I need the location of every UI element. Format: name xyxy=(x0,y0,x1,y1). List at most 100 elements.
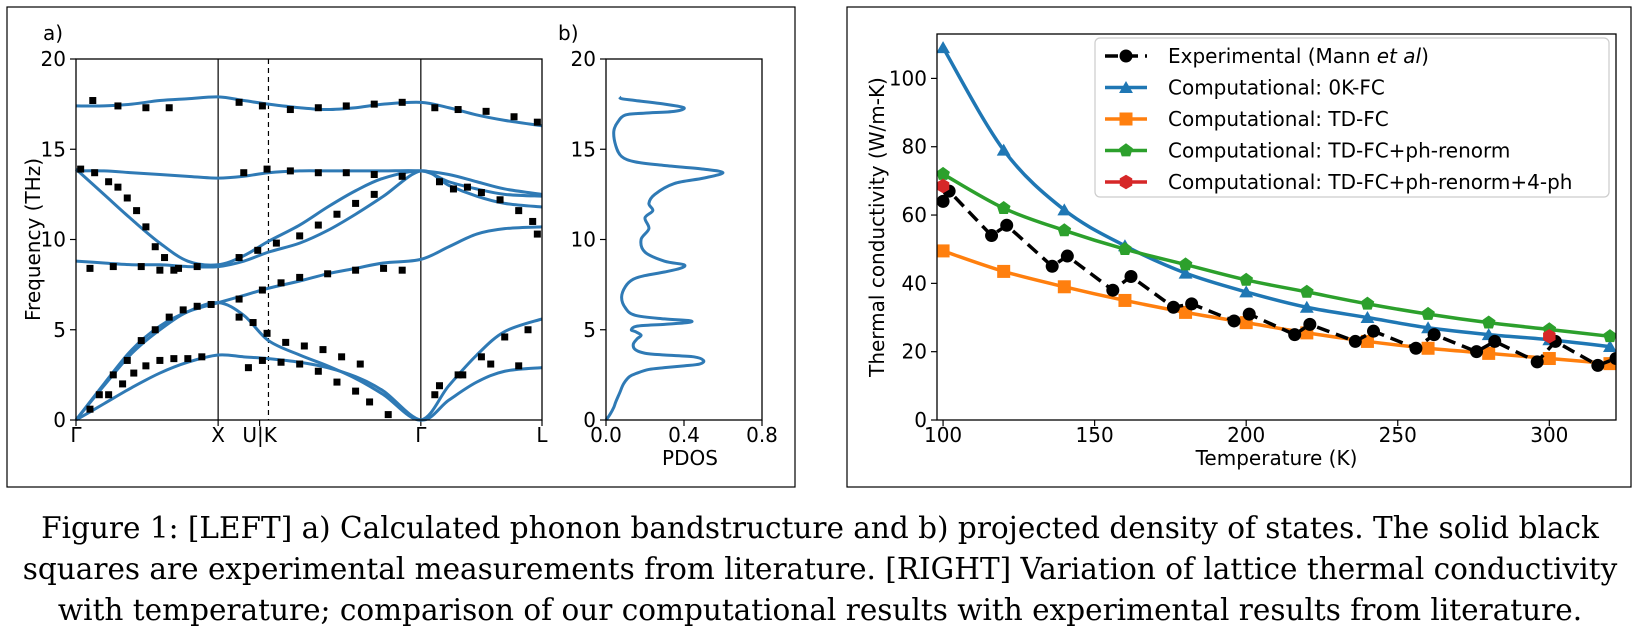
x-tick-label: 150 xyxy=(1076,423,1114,447)
data-point xyxy=(1360,311,1375,324)
data-point xyxy=(1543,329,1556,344)
experimental-point xyxy=(286,106,294,114)
experimental-point xyxy=(431,104,439,112)
legend-marker-4 xyxy=(1119,174,1133,190)
experimental-point xyxy=(105,178,113,186)
experimental-point xyxy=(435,382,443,390)
experimental-point xyxy=(296,360,304,368)
experimental-point xyxy=(352,199,360,207)
experimental-point xyxy=(156,356,164,364)
data-point xyxy=(1185,297,1199,311)
data-point xyxy=(937,178,950,194)
legend-box xyxy=(1094,37,1610,198)
experimental-point xyxy=(207,300,215,308)
experimental-point xyxy=(235,254,243,262)
y-tick-label: 15 xyxy=(41,137,66,161)
experimental-point xyxy=(165,104,173,112)
experimental-point xyxy=(296,273,304,281)
data-point xyxy=(1299,284,1314,298)
experimental-point xyxy=(263,329,271,337)
pdos-curve xyxy=(604,95,725,421)
experimental-point xyxy=(533,118,541,126)
experimental-point xyxy=(240,169,248,177)
experimental-point xyxy=(333,378,341,386)
experimental-point xyxy=(156,266,164,274)
experimental-point xyxy=(193,302,201,310)
data-point xyxy=(1481,315,1496,329)
data-point xyxy=(1242,307,1256,321)
experimental-point xyxy=(142,104,150,112)
x-tick-label: 0.8 xyxy=(746,423,778,447)
experimental-point xyxy=(319,346,327,354)
y-tick-label: 5 xyxy=(53,318,66,342)
x-tick-label: 0.0 xyxy=(590,423,622,447)
series-line xyxy=(942,249,1611,366)
experimental-point xyxy=(258,356,266,364)
experimental-point xyxy=(342,102,350,110)
data-point xyxy=(1045,259,1059,273)
experimental-point xyxy=(170,355,178,363)
caption-line-1: Figure 1: [LEFT] a) Calculated phonon ba… xyxy=(41,511,1599,545)
panel-label-b: b) xyxy=(558,21,579,45)
experimental-point xyxy=(184,355,192,363)
x-tick-label: Γ xyxy=(70,423,82,447)
x-tick-label: U|K xyxy=(242,423,277,447)
data-point xyxy=(1360,296,1375,310)
series-4 xyxy=(937,178,1556,344)
experimental-point xyxy=(114,183,122,191)
data-point xyxy=(1421,341,1435,355)
experimental-point xyxy=(314,221,322,229)
experimental-point xyxy=(515,207,523,215)
data-point xyxy=(1124,270,1138,284)
experimental-point xyxy=(370,190,378,198)
experimental-point xyxy=(258,286,266,294)
data-point xyxy=(1367,324,1380,338)
experimental-point xyxy=(235,98,243,106)
experimental-point xyxy=(501,333,509,341)
experimental-point xyxy=(263,165,271,173)
experimental-point xyxy=(398,98,406,106)
legend-label-0: Experimental (Mann et al) xyxy=(1168,44,1429,68)
experimental-point xyxy=(91,169,99,177)
legend-marker-3 xyxy=(1119,143,1133,157)
data-point xyxy=(1530,355,1544,369)
caption-line-2: squares are experimental measurements fr… xyxy=(22,552,1618,586)
experimental-point xyxy=(244,364,252,372)
phonon-band-7 xyxy=(75,95,543,128)
data-point xyxy=(1427,328,1441,342)
experimental-point xyxy=(179,306,187,314)
data-point xyxy=(1591,358,1605,372)
data-point xyxy=(1409,341,1423,355)
experimental-point xyxy=(86,405,94,413)
thermal-conductivity-chart: 0 20 40 60 80 100 100 150 200 250 300 Temperature (… xyxy=(865,33,1617,470)
data-point xyxy=(996,143,1011,156)
experimental-point xyxy=(356,360,364,368)
experimental-point xyxy=(109,371,117,379)
experimental-point xyxy=(170,266,178,274)
data-point xyxy=(1227,314,1241,328)
experimental-point xyxy=(133,207,141,215)
data-point xyxy=(937,244,950,258)
data-point xyxy=(937,166,950,180)
y-tick-label: 15 xyxy=(571,137,596,161)
experimental-point xyxy=(296,232,304,240)
experimental-point xyxy=(487,360,495,368)
data-point xyxy=(1057,223,1072,237)
experimental-point xyxy=(370,171,378,179)
y-tick-label: 60 xyxy=(902,203,927,227)
legend-marker-0 xyxy=(1119,49,1133,63)
legend-marker-1 xyxy=(1119,81,1133,93)
experimental-point xyxy=(109,263,117,271)
experimental-point xyxy=(137,337,145,345)
experimental-point xyxy=(380,264,388,272)
data-point xyxy=(1603,340,1616,353)
data-point xyxy=(1488,334,1502,348)
data-point xyxy=(1288,328,1302,342)
data-point xyxy=(937,194,950,208)
x-tick-label: 0.4 xyxy=(668,423,700,447)
experimental-point xyxy=(235,295,243,303)
experimental-point xyxy=(496,196,504,204)
experimental-point xyxy=(151,243,159,251)
experimental-point xyxy=(352,266,360,274)
x-axis-label: Temperature (K) xyxy=(1195,446,1358,470)
